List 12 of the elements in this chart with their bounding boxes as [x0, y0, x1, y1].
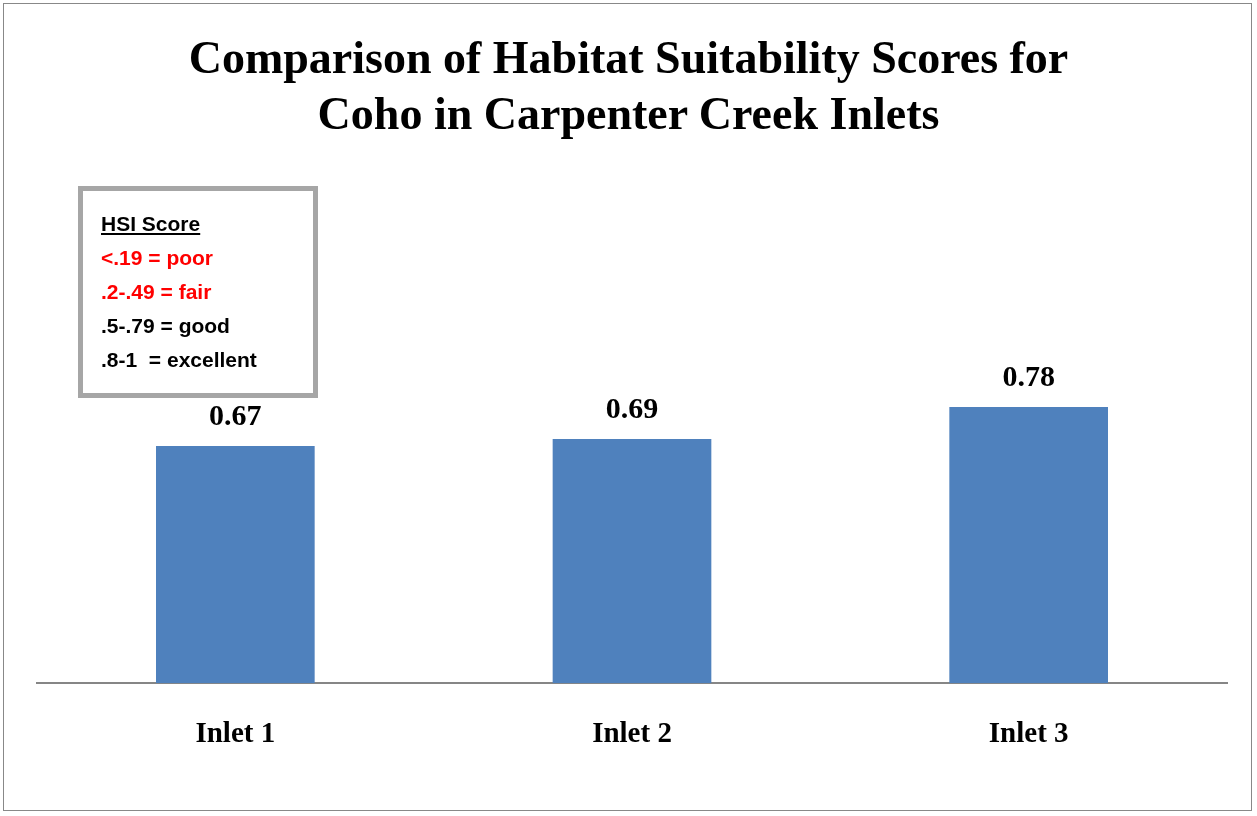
data-label: 0.69 — [605, 390, 659, 424]
data-label: 0.67 — [209, 397, 262, 431]
text: .2-.49 = fair — [101, 279, 213, 305]
text: HSI Score — [101, 211, 202, 237]
x-tick-label: Inlet 3 — [988, 716, 1069, 749]
text: .8-1 = excellent — [101, 347, 258, 373]
data-label: 0.78 — [1002, 358, 1055, 392]
text: .5-.79 = good — [101, 313, 231, 339]
x-tick-label: Inlet 1 — [195, 716, 276, 749]
chart-title: Comparison of Habitat Suitability Scores for Coho in Carpenter Creek Inlets — [187, 31, 1070, 141]
x-tick-label: Inlet 2 — [592, 716, 672, 749]
text: <.19 = poor — [101, 245, 215, 271]
